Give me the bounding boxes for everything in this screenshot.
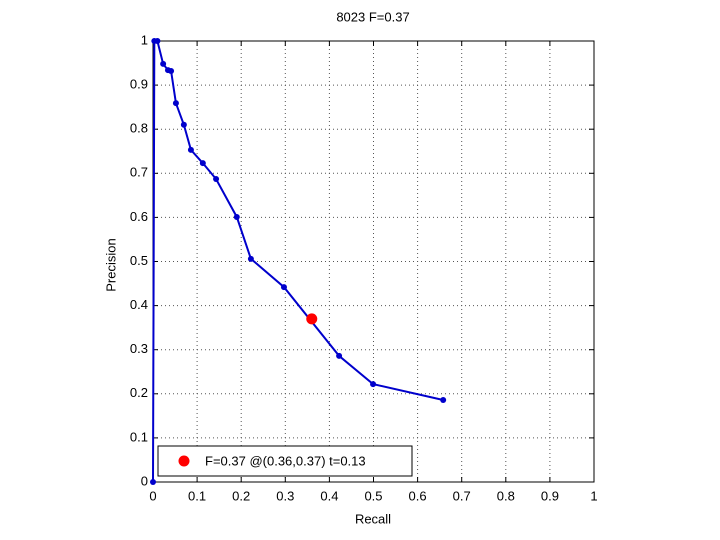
y-tick-label: 0.6 [130, 209, 148, 224]
data-point [247, 255, 254, 262]
data-point [440, 396, 447, 403]
x-tick-label: 0.4 [320, 488, 338, 503]
y-tick-label: 1 [141, 32, 148, 47]
x-tick-label: 0.6 [409, 488, 427, 503]
data-point [306, 313, 318, 325]
chart-title: 8023 F=0.37 [336, 9, 409, 24]
x-tick-label: 0 [149, 488, 156, 503]
y-tick-label: 0.7 [130, 165, 148, 180]
data-point [370, 381, 377, 388]
y-tick-label: 0.8 [130, 121, 148, 136]
x-tick-label: 0.3 [276, 488, 294, 503]
y-axis-label: Precision [103, 238, 118, 291]
data-point [172, 100, 179, 107]
data-point [199, 160, 206, 167]
data-point [187, 146, 194, 153]
x-tick-label: 0.9 [541, 488, 559, 503]
y-tick-label: 0.9 [130, 77, 148, 92]
x-axis-label: Recall [355, 511, 391, 526]
y-tick-label: 0.3 [130, 341, 148, 356]
data-point [160, 60, 167, 67]
y-tick-label: 0.4 [130, 297, 148, 312]
x-tick-label: 0.5 [364, 488, 382, 503]
y-tick-label: 0 [141, 473, 148, 488]
data-point [150, 479, 156, 485]
x-tick-label: 0.1 [188, 488, 206, 503]
x-tick-label: 1 [590, 488, 597, 503]
y-tick-label: 0.1 [130, 429, 148, 444]
y-tick-label: 0.5 [130, 253, 148, 268]
x-tick-label: 0.7 [453, 488, 471, 503]
data-point [180, 121, 187, 128]
data-point [154, 38, 161, 44]
data-point [336, 352, 343, 359]
legend-label: F=0.37 @(0.36,0.37) t=0.13 [205, 453, 366, 468]
legend-box [157, 445, 413, 477]
legend-marker [178, 455, 190, 467]
y-tick-label: 0.2 [130, 385, 148, 400]
data-point [233, 213, 240, 220]
x-tick-label: 0.2 [232, 488, 250, 503]
data-point [168, 67, 175, 74]
x-tick-label: 0.8 [497, 488, 515, 503]
data-point [213, 176, 220, 183]
data-point [280, 284, 287, 291]
